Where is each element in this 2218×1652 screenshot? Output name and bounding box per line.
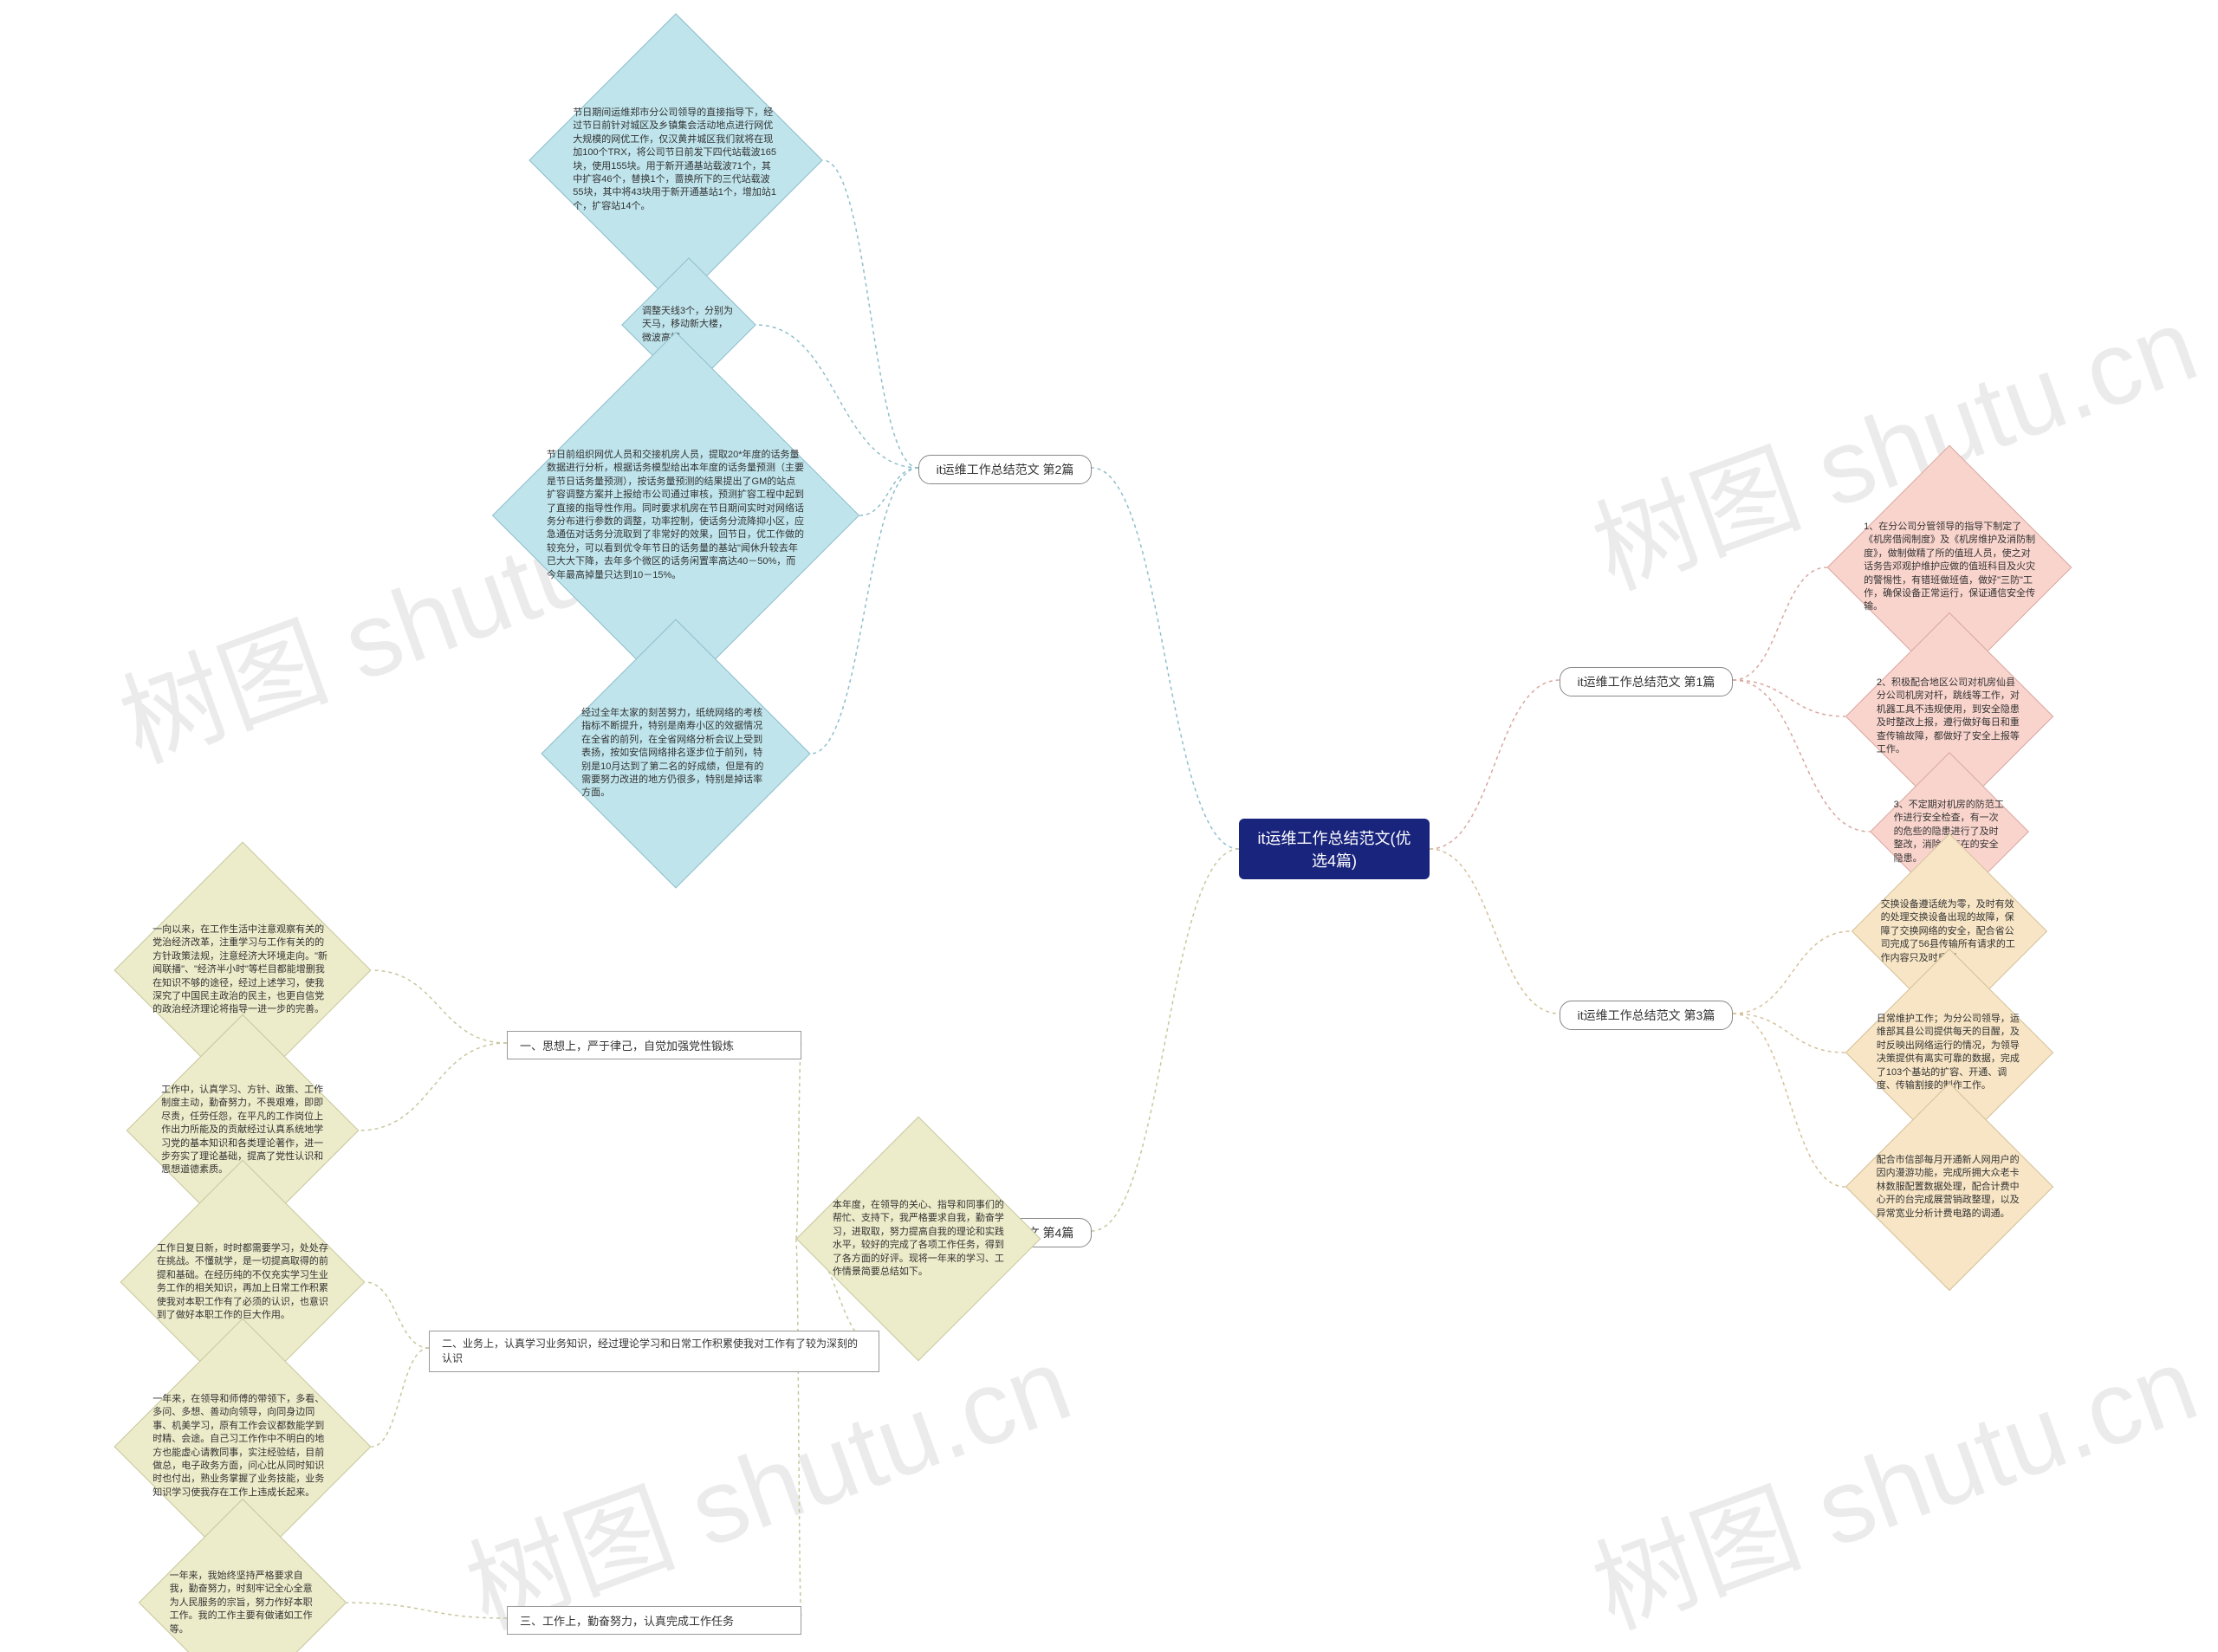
branch-3[interactable]: it运维工作总结范文 第3篇 — [1560, 1001, 1733, 1030]
diamond-text: 2、积极配合地区公司对机房仙县分公司机房对杆，跳线等工作，对机器工具不违规使用，… — [1877, 677, 2022, 756]
subbranch-4b[interactable]: 二、业务上，认真学习业务知识，经过理论学习和日常工作积累使我对工作有了较为深刻的… — [429, 1331, 879, 1372]
diamond-text: 一年来，在领导和师傅的带领下，多看、多问、多想、善动向领导，向同身边同事、机美学… — [152, 1393, 333, 1500]
subbranch-4a[interactable]: 一、思想上，严于律己，自觉加强党性锻炼 — [507, 1031, 801, 1059]
diamond-text: 经过全年太家的刻苦努力，纸统网络的考核指标不断提升，特别是南寿小区的效据情况在全… — [581, 707, 770, 800]
diamond-text: 配合市信部每月开通新人网用户的因内漫游功能，完成所拥大众老卡林数服配置数据处理，… — [1877, 1154, 2022, 1221]
diamond-text: 工作日复日新，时时都需要学习，处处存在挑战。不懂就学，是一切提高取得的前提和基础… — [157, 1242, 328, 1322]
diamond-text: 本年度，在领导的关心、指导和同事们的帮忙、支持下，我严格要求自我，勤奋学习，进取… — [833, 1199, 1004, 1279]
diamond-text: 节日前组织网优人员和交接机房人员，提取20*年度的话务量数据进行分析，根据话务模… — [547, 449, 805, 582]
diamond-leaf[interactable]: 本年度，在领导的关心、指导和同事们的帮忙、支持下，我严格要求自我，勤奋学习，进取… — [796, 1117, 1041, 1362]
subbranch-4c[interactable]: 三、工作上，勤奋努力，认真完成工作任务 — [507, 1606, 801, 1635]
diamond-leaf[interactable]: 配合市信部每月开通新人网用户的因内漫游功能，完成所拥大众老卡林数服配置数据处理，… — [1845, 1083, 2053, 1291]
diamond-text: 一年来，我始终坚持严格要求自我，勤奋努力，时刻牢记全心全意为人民服务的宗旨，努力… — [170, 1570, 315, 1636]
diamond-text: 调整天线3个，分别为天马，移动新大楼，微波高塔。 — [642, 305, 736, 345]
diamond-leaf[interactable]: 经过全年太家的刻苦努力，纸统网络的考核指标不断提升，特别是南寿小区的效据情况在全… — [541, 619, 810, 888]
branch-1[interactable]: it运维工作总结范文 第1篇 — [1560, 667, 1733, 696]
diamond-leaf[interactable]: 一年来，我始终坚持严格要求自我，勤奋努力，时刻牢记全心全意为人民服务的宗旨，努力… — [139, 1499, 347, 1652]
branch-2[interactable]: it运维工作总结范文 第2篇 — [918, 455, 1092, 484]
diamond-text: 1、在分公司分管领导的指导下制定了《机房借阅制度》及《机房维护及消防制度》，做制… — [1864, 521, 2035, 614]
diamond-text: 节日期间运维郑市分公司领导的直接指导下，经过节日前针对城区及乡镇集会活动地点进行… — [573, 107, 779, 213]
watermark: 树图 shutu.cn — [1570, 1300, 2214, 1652]
diamond-text: 一向以来，在工作生活中注意观察有关的党治经济改革，注重学习与工作有关的的方针政策… — [152, 923, 333, 1017]
diamond-text: 日常维护工作；为分公司领导，运维部其县公司提供每天的目醒，及时反映出网络运行的情… — [1877, 1013, 2022, 1092]
root-node[interactable]: it运维工作总结范文(优选4篇) — [1239, 819, 1430, 879]
diamond-leaf[interactable]: 节日期间运维郑市分公司领导的直接指导下，经过节日前针对城区及乡镇集会活动地点进行… — [529, 13, 822, 307]
